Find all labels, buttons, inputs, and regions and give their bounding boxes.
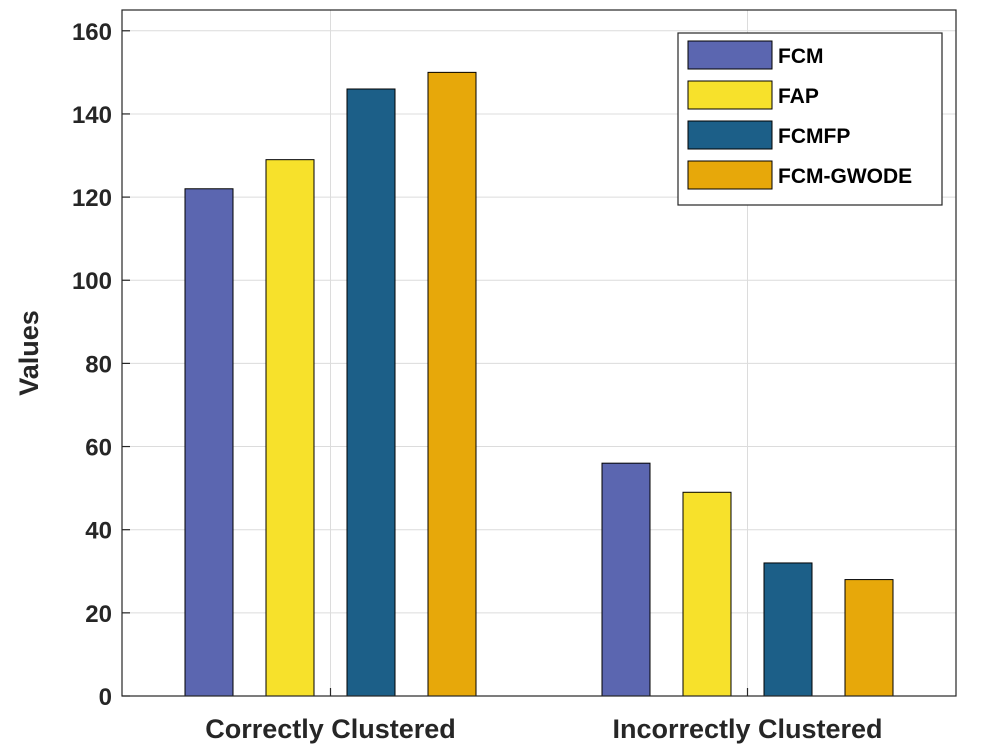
y-tick-label: 140 xyxy=(72,102,112,129)
y-tick-label: 20 xyxy=(85,601,112,628)
legend-swatch xyxy=(687,40,773,70)
bars xyxy=(184,71,894,697)
bar-fcmfp-incorrect xyxy=(763,562,813,697)
y-tick-label: 120 xyxy=(72,185,112,212)
bar-fcm-gwode-correct xyxy=(427,71,477,697)
legend-label: FCM xyxy=(778,45,824,68)
bar-fap-incorrect xyxy=(682,491,732,697)
x-axis-ticks: Correctly Clustered Incorrectly Clustered xyxy=(205,688,883,744)
legend-swatch xyxy=(687,120,773,150)
legend: FCM FAP FCMFP FCM-GWODE xyxy=(677,32,943,206)
plot-frame xyxy=(121,9,957,697)
bar-fap-correct xyxy=(265,159,315,697)
legend-swatch xyxy=(687,80,773,110)
y-axis-ticks: 0 20 40 60 80 100 120 140 160 xyxy=(72,19,130,711)
x-tick-label: Incorrectly Clustered xyxy=(612,714,882,744)
legend-swatch xyxy=(687,160,773,190)
y-tick-label: 0 xyxy=(99,684,112,711)
legend-label: FCM-GWODE xyxy=(778,165,912,188)
y-tick-label: 160 xyxy=(72,19,112,46)
bar-fcm-correct xyxy=(184,188,234,697)
legend-label: FAP xyxy=(778,85,819,108)
y-tick-label: 80 xyxy=(85,351,112,378)
y-tick-label: 60 xyxy=(85,435,112,462)
bar-fcm-gwode-incorrect xyxy=(844,579,894,697)
x-tick-label: Correctly Clustered xyxy=(205,714,456,744)
bar-fcmfp-correct xyxy=(346,88,396,697)
legend-label: FCMFP xyxy=(778,125,850,148)
bar-fcm-incorrect xyxy=(601,462,651,697)
y-tick-label: 40 xyxy=(85,518,112,545)
y-tick-label: 100 xyxy=(72,268,112,295)
y-axis-label: Values xyxy=(14,310,44,396)
